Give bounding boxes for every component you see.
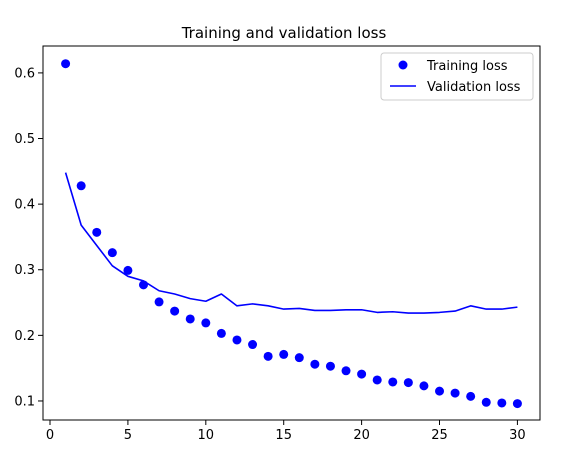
training-loss-point — [325, 361, 335, 371]
y-tick-label: 0.6 — [14, 66, 35, 81]
y-axis: 0.1 0.2 0.3 0.4 0.5 0.6 — [14, 66, 43, 409]
training-loss-point — [216, 328, 226, 338]
training-loss-point — [279, 349, 289, 359]
y-tick-label: 0.3 — [14, 263, 35, 278]
training-loss-point — [185, 314, 195, 324]
legend-marker-training-loss — [398, 60, 408, 70]
training-loss-point — [372, 375, 382, 385]
training-loss-point — [419, 381, 429, 391]
training-loss-point — [170, 306, 180, 316]
x-tick-label: 25 — [431, 428, 448, 443]
x-tick-label: 20 — [353, 428, 370, 443]
training-loss-point — [263, 351, 273, 361]
training-loss-point — [466, 391, 476, 401]
training-loss-point — [357, 369, 367, 379]
training-loss-point — [497, 398, 507, 408]
legend-label-training-loss: Training loss — [426, 59, 508, 74]
training-loss-point — [92, 227, 102, 237]
training-loss-point — [123, 265, 133, 275]
y-tick-label: 0.1 — [14, 394, 35, 409]
training-loss-point — [481, 397, 491, 407]
training-loss-point — [450, 388, 460, 398]
x-tick-label: 10 — [198, 428, 215, 443]
x-tick-label: 5 — [124, 428, 132, 443]
training-loss-point — [388, 377, 398, 387]
training-loss-point — [232, 335, 242, 345]
training-loss-point — [341, 366, 351, 376]
chart-title: Training and validation loss — [181, 24, 387, 42]
training-loss-point — [294, 353, 304, 363]
x-axis: 0 5 10 15 20 25 30 — [46, 420, 526, 443]
training-loss-point — [154, 297, 164, 307]
training-loss-point — [248, 340, 258, 350]
training-loss-point — [435, 386, 445, 396]
legend-label-validation-loss: Validation loss — [427, 80, 521, 95]
plot-area — [42, 45, 541, 421]
series-layer — [61, 59, 522, 409]
training-loss-point — [107, 248, 117, 258]
x-tick-label: 15 — [275, 428, 292, 443]
y-tick-label: 0.4 — [14, 198, 35, 213]
training-loss-point — [201, 318, 211, 328]
training-loss-point — [512, 399, 522, 409]
training-loss-point — [61, 59, 71, 69]
y-tick-label: 0.5 — [14, 132, 35, 147]
x-tick-label: 0 — [46, 428, 54, 443]
x-tick-label: 30 — [509, 428, 526, 443]
validation-loss-line — [64, 172, 518, 314]
legend: Training loss Validation loss — [380, 52, 534, 101]
y-tick-label: 0.2 — [14, 329, 35, 344]
training-loss-point — [403, 378, 413, 388]
legend-box — [380, 52, 534, 101]
training-loss-point — [310, 359, 320, 369]
training-loss-point — [76, 181, 86, 191]
